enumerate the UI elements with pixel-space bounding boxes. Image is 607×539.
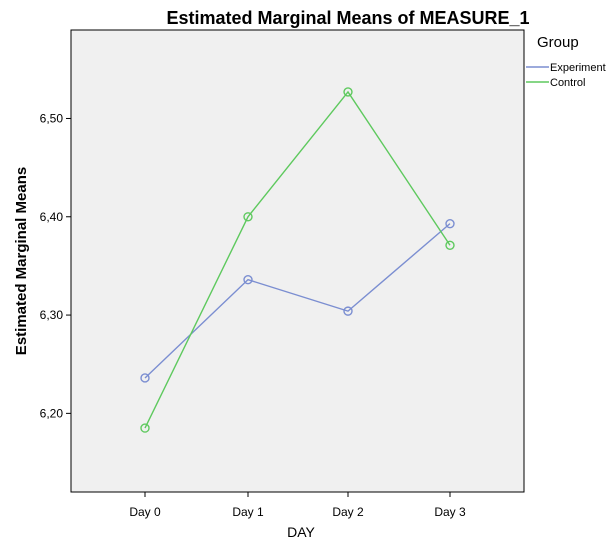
x-tick-label: Day 1	[232, 505, 264, 519]
x-tick-label: Day 2	[332, 505, 364, 519]
legend-title: Group	[537, 34, 579, 51]
x-tick-label: Day 0	[129, 505, 161, 519]
data-point-control	[140, 423, 150, 433]
series-line-experiment	[144, 223, 451, 379]
y-tick-label: 6,50	[40, 111, 64, 125]
x-tick-label: Day 3	[434, 505, 466, 519]
data-point-control	[243, 212, 253, 222]
data-point-control	[343, 87, 353, 97]
data-point-experiment	[343, 306, 353, 316]
x-axis: Day 0 Day 1 Day 2 Day 3	[129, 492, 466, 519]
data-point-experiment	[445, 218, 455, 229]
legend-label-control: Control	[550, 77, 585, 89]
series-layer	[140, 87, 455, 433]
legend-label-experiment: Experiment	[550, 62, 606, 74]
chart-title: Estimated Marginal Means of MEASURE_1	[166, 8, 529, 28]
legend: Group Experiment Control	[526, 34, 606, 89]
y-tick-label: 6,20	[40, 406, 64, 420]
series-line-control	[144, 90, 451, 429]
y-tick-label: 6,40	[40, 210, 64, 224]
plot-area	[70, 29, 525, 493]
y-tick-label: 6,30	[40, 308, 64, 322]
data-point-control	[445, 240, 455, 250]
y-axis: 6,20 6,30 6,40 6,50	[40, 111, 71, 420]
data-point-experiment	[140, 373, 150, 383]
x-axis-title: DAY	[287, 524, 315, 539]
y-axis-title: Estimated Marginal Means	[13, 167, 30, 355]
data-point-experiment	[243, 274, 253, 285]
